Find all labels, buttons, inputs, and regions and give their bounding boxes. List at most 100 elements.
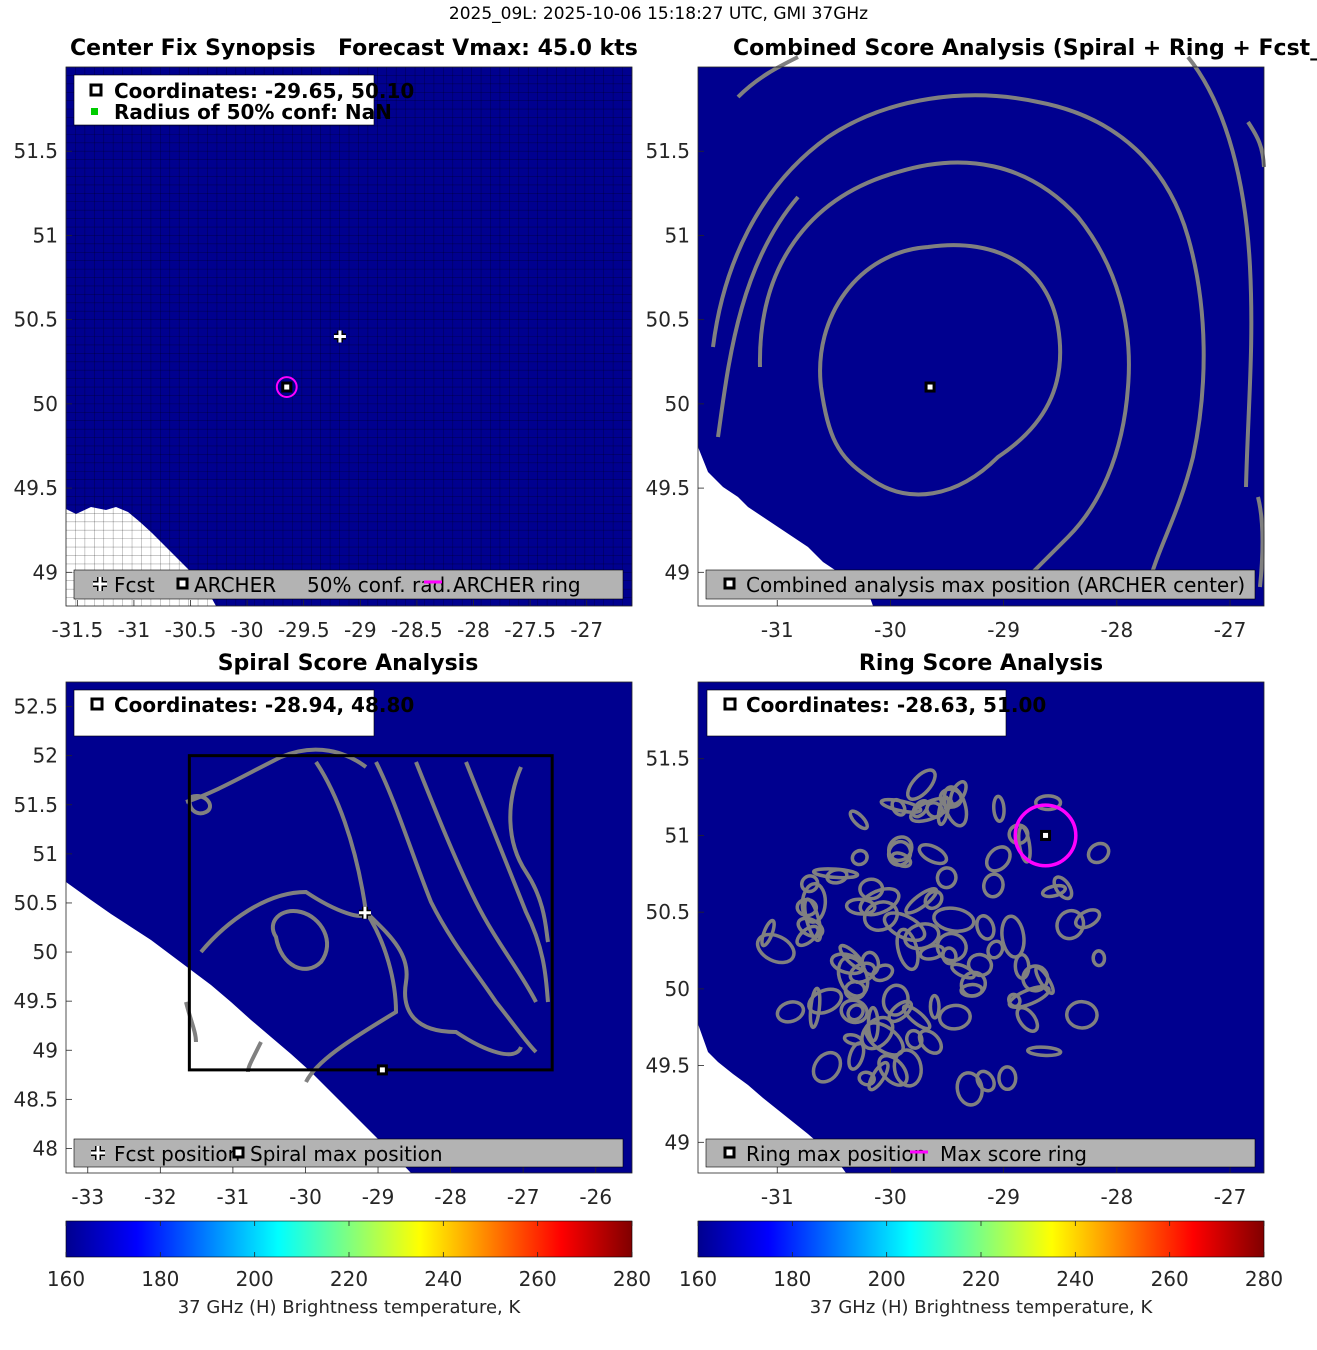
ring-contour [839,998,869,1025]
ring-contour [811,1050,843,1084]
fcst-cross-icon [93,577,107,591]
synopsis-ring-circle [275,376,298,398]
synopsis-ytick-label: 50.5 [13,308,58,332]
synopsis-center-marker [281,381,293,393]
combined-xtick-label: -29 [987,618,1020,642]
synopsis-xtick-label: -30.5 [165,618,217,642]
colorbar-left [65,1220,633,1258]
ring-contour [799,874,820,894]
synopsis-vmax-title: Forecast Vmax: 45.0 kts [338,36,638,61]
spiral-panel: -33 -32 -31 -30 -29 -28 -27 -26 48 48.5 49 49.5 50 50… [13,681,633,1209]
ring-info-box [706,689,1007,737]
legend-combined: Combined analysis max position (ARCHER c… [746,573,1245,597]
spiral-xtick-label: -30 [289,1185,322,1209]
ring-xtick-label: -31 [761,1185,794,1209]
spiral-ytick-label: 48 [33,1136,58,1160]
synopsis-info-box [73,74,375,126]
spiral-ytick-label: 50.5 [13,891,58,915]
colorbar-tick-label: 220 [330,1267,368,1291]
ring-contour [991,794,1006,823]
colorbar-tick-label: 160 [47,1267,85,1291]
legend-archer: ARCHER [194,573,276,597]
ring-contour [846,1003,865,1022]
ring-ytick-label: 50 [665,977,690,1001]
spiral-contour [199,889,399,1083]
ring-contour [1007,992,1022,1009]
colorbar-tick-label: 220 [962,1267,1000,1291]
ring-contour [760,918,776,948]
spiral-ytick-label: 48.5 [13,1087,58,1111]
spiral-xtick-label: -33 [71,1185,104,1209]
ring-contour [966,952,994,978]
ring-contour [1091,949,1107,968]
spiral-marker-icon [90,697,104,711]
combined-ytick-label: 49.5 [645,476,690,500]
spiral-search-box [187,754,554,1072]
spiral-center-marker [376,1064,388,1076]
synopsis-panel: -31.5 -31 -30.5 -30 -29.5 -29 -28.5 -28 -27.5 -27… [13,66,633,642]
ring-contour [838,943,866,971]
ring-ring-circle [1013,803,1078,868]
ring-contour [890,851,913,869]
combined-center-marker [924,381,936,393]
spiral-ytick-label: 52 [33,744,58,768]
synopsis-xtick-label: -28 [457,618,490,642]
ring-contour [1065,999,1099,1030]
ring-contour [984,845,1012,873]
spiral-contour [270,909,329,971]
ring-contour [917,1028,944,1055]
legend-max-score-ring: Max score ring [940,1142,1087,1166]
ring-contour [1013,952,1031,981]
ring-contour [848,809,869,831]
spiral-xtick-label: -27 [507,1185,540,1209]
ring-ytick-label: 49 [665,1130,690,1154]
spiral-ytick-label: 50 [33,940,58,964]
combined-ytick-label: 49 [665,560,690,584]
combined-title: Combined Score Analysis (Spiral + Ring +… [733,36,1317,61]
combined-xtick-label: -30 [874,618,907,642]
conf-radius-marker-icon [91,108,98,115]
spiral-fcst-marker [358,906,371,919]
combined-xtick-label: -28 [1101,618,1134,642]
colorbar-tick-label: 200 [236,1267,274,1291]
ring-contour [755,932,796,965]
spiral-contour [374,761,538,1054]
spiral-xtick-label: -32 [144,1185,177,1209]
ring-contour [935,931,968,963]
ring-contour [935,866,958,890]
combined-field [698,67,1264,606]
colorbar-tick-label: 160 [679,1267,717,1291]
archer-marker-icon [89,83,103,97]
ring-contour [860,1015,895,1051]
ring-contour [808,986,822,1030]
ring-legend [705,1138,1256,1168]
ring-contour [923,889,944,911]
ring-contour [811,867,860,880]
synopsis-ytick-label: 51.5 [13,139,58,163]
ring-panel: -31 -30 -29 -28 -27 49 49.5 50 50.5 51 51.5 [645,681,1265,1209]
combined-square-icon [723,577,736,590]
ring-contour [975,1069,996,1093]
ring-contour [1074,908,1102,930]
ring-contour [911,798,930,819]
figure-title: 2025_09L: 2025-10-06 15:18:27 UTC, GMI 3… [448,4,869,24]
ring-ytick-label: 51.5 [645,747,690,771]
combined-ytick-label: 50 [665,392,690,416]
colorbar-tick-label: 240 [1056,1267,1094,1291]
ring-contour [858,887,901,917]
spiral-xtick-label: -29 [362,1185,395,1209]
ring-ytick-label: 50.5 [645,900,690,924]
ring-center-marker [1040,829,1052,841]
ring-xtick-label: -29 [987,1185,1020,1209]
combined-xtick-label: -31 [761,618,794,642]
ring-contour [905,1028,924,1050]
ring-contour [881,983,910,1017]
combined-contour [716,160,1131,589]
ring-xtick-label: -27 [1214,1185,1247,1209]
spiral-max-square-icon [232,1146,245,1159]
ring-contour [948,780,968,806]
combined-ytick-label: 51 [665,223,690,247]
legend-ring-max: Ring max position [746,1142,926,1166]
spiral-legend [73,1138,624,1168]
synopsis-xtick-label: -31.5 [51,618,103,642]
